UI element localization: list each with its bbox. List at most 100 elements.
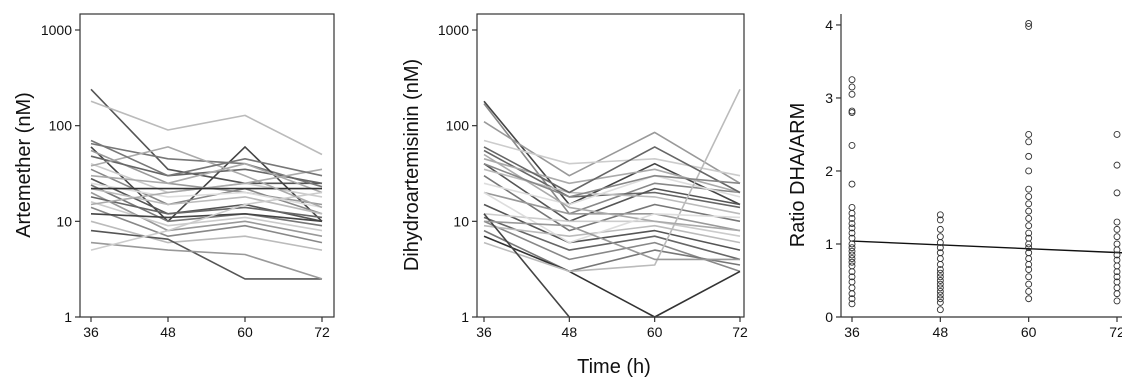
data-point: [848, 284, 856, 292]
data-point: [936, 295, 944, 303]
data-point: [936, 225, 944, 233]
data-point: [848, 268, 856, 276]
data-point: [936, 273, 944, 281]
data-point: [1025, 287, 1033, 295]
y-tick-label: 4: [825, 17, 833, 33]
data-point: [848, 229, 856, 237]
series-line: [90, 162, 323, 194]
shared-x-axis-label: Time (h): [577, 356, 651, 378]
data-point: [936, 233, 944, 241]
y-tick-label: 1: [825, 236, 833, 252]
x-tick-label: 60: [237, 324, 253, 340]
series-line: [483, 224, 741, 244]
series-line: [90, 100, 323, 156]
data-point: [848, 90, 856, 98]
data-point: [1113, 262, 1121, 270]
data-point: [1025, 185, 1033, 193]
series-line: [90, 229, 322, 280]
series-line: [483, 103, 741, 215]
data-point: [1025, 229, 1033, 237]
data-point: [848, 262, 856, 270]
series-line: [90, 187, 323, 215]
data-point: [1025, 167, 1033, 175]
data-point: [848, 247, 856, 255]
panel-artemether: 1 10 100 1000 36 48 60 72 Artemether (nM): [13, 13, 335, 340]
y-tick-label: 1: [461, 309, 469, 325]
data-point: [1113, 225, 1121, 233]
series-line: [483, 139, 741, 177]
data-point: [936, 280, 944, 288]
y-tick-label: 1000: [41, 22, 72, 38]
data-point: [848, 76, 856, 84]
series-line: [90, 196, 323, 219]
series-line: [483, 162, 741, 198]
data-point: [1113, 131, 1121, 138]
data-point: [936, 269, 944, 277]
data-point: [1025, 244, 1033, 252]
data-point: [1025, 222, 1033, 230]
series-line: [483, 229, 741, 273]
data-point: [848, 214, 856, 222]
series-line: [483, 220, 740, 261]
series-line: [483, 88, 741, 273]
x-tick-label: 72: [1109, 324, 1122, 340]
series-line: [483, 121, 741, 184]
data-point: [936, 287, 944, 295]
data-point: [1025, 193, 1033, 200]
data-point: [936, 260, 944, 268]
data-point: [1113, 268, 1121, 276]
x-tick-label: 48: [933, 324, 949, 340]
x-tick-label: 60: [647, 324, 663, 340]
series-line: [483, 163, 741, 223]
plot-frame: [79, 13, 335, 318]
y-tick-label: 100: [49, 118, 73, 134]
data-point: [848, 290, 856, 298]
series-line: [483, 158, 741, 194]
data-point: [1025, 20, 1033, 27]
data-point: [936, 211, 944, 219]
series-line: [90, 146, 323, 209]
series-line: [90, 213, 323, 223]
data-point: [1025, 131, 1033, 138]
data-point: [1025, 273, 1033, 281]
data-point: [1025, 22, 1033, 30]
data-point: [1113, 251, 1121, 259]
data-point: [1113, 161, 1121, 169]
series-line: [483, 191, 741, 244]
data-point: [936, 291, 944, 299]
data-point: [848, 209, 856, 217]
series-line: [90, 146, 323, 223]
data-point: [1025, 280, 1033, 288]
data-point: [1025, 240, 1033, 248]
data-point: [936, 216, 944, 224]
data-point: [848, 258, 856, 266]
data-point: [1025, 255, 1033, 263]
data-point: [848, 83, 856, 91]
y-tick-label: 1: [64, 309, 72, 325]
data-point: [1025, 152, 1033, 160]
data-point: [848, 273, 856, 281]
y-axis-label: Ratio DHA/ARM: [787, 103, 809, 247]
data-point: [1025, 138, 1033, 146]
data-point: [936, 266, 944, 273]
data-point: [1113, 273, 1121, 281]
data-point: [936, 239, 944, 246]
y-tick-label: 10: [453, 213, 469, 229]
data-point: [1113, 284, 1121, 292]
data-point: [1113, 218, 1121, 226]
y-axis-label: Artemether (nM): [13, 92, 35, 238]
data-point: [936, 255, 944, 263]
data-point: [1113, 297, 1121, 305]
series-line: [90, 201, 323, 232]
y-tick-label: 1000: [438, 22, 469, 38]
trend-line: [851, 240, 1122, 254]
x-tick-label: 48: [562, 324, 578, 340]
series-line: [90, 206, 323, 244]
data-point: [848, 255, 856, 263]
y-axis-label: Dihydroartemisinin (nM): [401, 59, 423, 271]
data-point: [936, 306, 944, 314]
data-point: [848, 295, 856, 303]
data-point: [1113, 246, 1121, 254]
x-tick-label: 60: [1021, 324, 1037, 340]
